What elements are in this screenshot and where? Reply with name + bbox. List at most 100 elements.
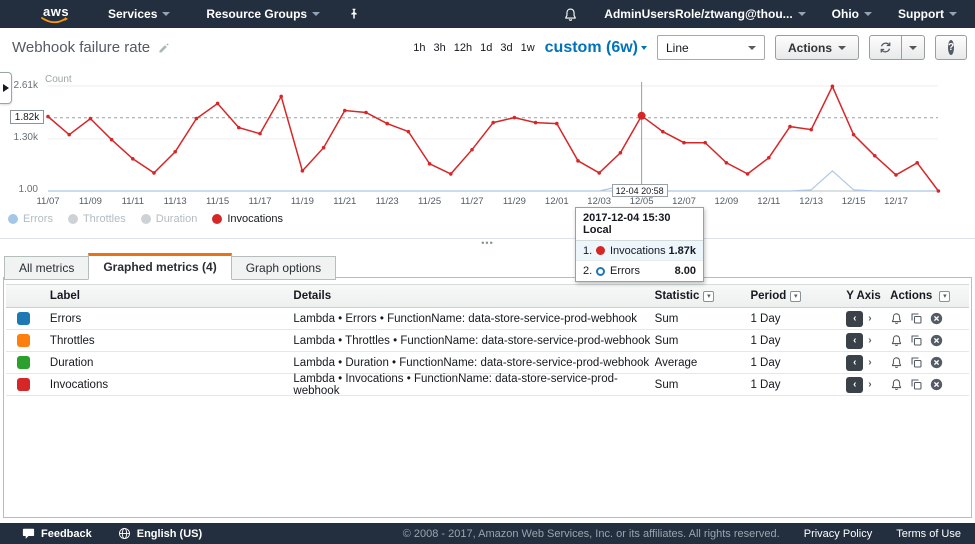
metric-statistic[interactable]: Sum xyxy=(655,379,751,391)
x-tick-label: 11/19 xyxy=(280,196,324,207)
actions-button[interactable]: Actions xyxy=(775,35,859,60)
actions-filter-icon[interactable]: ▾ xyxy=(939,291,950,302)
filled-dot-icon xyxy=(596,246,605,255)
tooltip-series-value: 8.00 xyxy=(675,265,696,277)
custom-range-link[interactable]: custom (6w) xyxy=(545,39,647,57)
data-point xyxy=(597,171,601,175)
chart-type-select[interactable]: Line xyxy=(657,35,765,60)
remove-metric-icon[interactable] xyxy=(930,312,943,325)
duplicate-metric-icon[interactable] xyxy=(910,312,923,325)
errors-line xyxy=(48,171,938,191)
edit-pencil-icon[interactable] xyxy=(158,42,170,54)
metrics-chart[interactable] xyxy=(40,76,945,201)
nav-region-selector[interactable]: Ohio xyxy=(832,7,872,21)
period-filter-icon[interactable]: ▾ xyxy=(790,291,801,302)
chevron-down-icon xyxy=(864,12,872,16)
legend-item-throttles[interactable]: Throttles xyxy=(68,213,126,225)
x-axis-labels: 11/0711/0911/1111/1311/1511/1711/1911/21… xyxy=(0,196,975,208)
feedback-button[interactable]: Feedback xyxy=(22,528,92,540)
x-tick-label: 12/07 xyxy=(662,196,706,207)
nav-resource-groups[interactable]: Resource Groups xyxy=(206,7,320,21)
remove-metric-icon[interactable] xyxy=(930,334,943,347)
nav-account-menu[interactable]: AdminUsersRole/ztwang@thou... xyxy=(604,7,805,21)
metric-period[interactable]: 1 Day xyxy=(750,335,846,347)
notifications-bell-icon[interactable] xyxy=(563,7,578,22)
data-point xyxy=(428,162,432,166)
x-tick-label: 12/17 xyxy=(874,196,918,207)
range-link-12h[interactable]: 12h xyxy=(454,42,472,54)
data-point xyxy=(152,171,156,175)
metric-row-errors[interactable]: ErrorsLambda • Errors • FunctionName: da… xyxy=(6,308,969,330)
metric-period[interactable]: 1 Day xyxy=(750,379,846,391)
series-color-swatch[interactable] xyxy=(17,312,30,325)
legend-item-duration[interactable]: Duration xyxy=(141,213,198,225)
yaxis-right-button[interactable]: › xyxy=(868,313,871,324)
terms-of-use-link[interactable]: Terms of Use xyxy=(896,528,961,540)
metrics-tabs: All metrics Graphed metrics (4) Graph op… xyxy=(4,253,335,280)
tab-graph-options[interactable]: Graph options xyxy=(231,256,336,280)
refresh-options-button[interactable] xyxy=(902,35,925,60)
create-alarm-bell-icon[interactable] xyxy=(890,378,903,391)
remove-metric-icon[interactable] xyxy=(930,356,943,369)
metric-period[interactable]: 1 Day xyxy=(750,313,846,325)
data-point xyxy=(46,115,50,119)
metric-statistic[interactable]: Sum xyxy=(655,313,751,325)
legend-item-invocations[interactable]: Invocations xyxy=(212,213,283,225)
metric-statistic[interactable]: Sum xyxy=(655,335,751,347)
series-color-swatch[interactable] xyxy=(17,334,30,347)
yaxis-left-button[interactable]: ‹ xyxy=(846,311,863,327)
pin-icon[interactable] xyxy=(348,7,360,21)
metric-label: Throttles xyxy=(42,335,293,347)
metric-row-duration[interactable]: DurationLambda • Duration • FunctionName… xyxy=(6,352,969,374)
series-color-swatch[interactable] xyxy=(17,378,30,391)
range-link-1w[interactable]: 1w xyxy=(521,42,535,54)
data-point xyxy=(852,133,856,137)
create-alarm-bell-icon[interactable] xyxy=(890,334,903,347)
create-alarm-bell-icon[interactable] xyxy=(890,312,903,325)
metric-statistic[interactable]: Average xyxy=(655,357,751,369)
duplicate-metric-icon[interactable] xyxy=(910,356,923,369)
data-point xyxy=(89,117,93,121)
yaxis-left-button[interactable]: ‹ xyxy=(846,333,863,349)
create-alarm-bell-icon[interactable] xyxy=(890,356,903,369)
remove-metric-icon[interactable] xyxy=(930,378,943,391)
titlebar: Webhook failure rate 1h3h12h1d3d1w custo… xyxy=(0,28,975,68)
yaxis-right-button[interactable]: › xyxy=(868,379,871,390)
range-link-1h[interactable]: 1h xyxy=(413,42,425,54)
nav-support-menu[interactable]: Support xyxy=(898,7,957,21)
help-button[interactable]: ? xyxy=(935,35,967,60)
yaxis-right-button[interactable]: › xyxy=(868,357,871,368)
resize-handle[interactable]: ••• xyxy=(0,240,975,246)
metrics-table: Label Details Statistic▾ Period▾ Y Axis … xyxy=(6,284,969,396)
aws-logo[interactable]: aws xyxy=(38,4,72,24)
range-link-3d[interactable]: 3d xyxy=(500,42,512,54)
range-link-3h[interactable]: 3h xyxy=(433,42,445,54)
data-point xyxy=(173,150,177,154)
tab-all-metrics[interactable]: All metrics xyxy=(4,256,89,280)
duplicate-metric-icon[interactable] xyxy=(910,334,923,347)
statistic-filter-icon[interactable]: ▾ xyxy=(703,291,714,302)
chevron-down-icon xyxy=(909,46,917,50)
yaxis-left-button[interactable]: ‹ xyxy=(846,377,863,393)
series-color-swatch[interactable] xyxy=(17,356,30,369)
nav-services[interactable]: Services xyxy=(108,7,170,21)
x-tick-label: 12/05 xyxy=(620,196,664,207)
yaxis-right-button[interactable]: › xyxy=(868,335,871,346)
y-tick-label: 2.61k xyxy=(0,80,38,91)
chart-region: Count 2.61k 1.82k 1.30k 1.00 11/0711/091… xyxy=(0,66,975,238)
metric-row-throttles[interactable]: ThrottlesLambda • Throttles • FunctionNa… xyxy=(6,330,969,352)
legend-swatch xyxy=(141,214,151,224)
yaxis-left-button[interactable]: ‹ xyxy=(846,355,863,371)
refresh-button[interactable] xyxy=(869,35,902,60)
tab-graphed-metrics[interactable]: Graphed metrics (4) xyxy=(88,253,231,280)
data-point xyxy=(894,173,898,177)
statistic-column-header: Statistic xyxy=(655,290,700,302)
legend-item-errors[interactable]: Errors xyxy=(8,213,53,225)
range-link-1d[interactable]: 1d xyxy=(480,42,492,54)
privacy-policy-link[interactable]: Privacy Policy xyxy=(804,528,872,540)
metric-row-invocations[interactable]: InvocationsLambda • Invocations • Functi… xyxy=(6,374,969,396)
language-selector[interactable]: English (US) xyxy=(118,527,202,540)
metric-period[interactable]: 1 Day xyxy=(750,357,846,369)
duplicate-metric-icon[interactable] xyxy=(910,378,923,391)
label-column-header: Label xyxy=(42,290,293,302)
